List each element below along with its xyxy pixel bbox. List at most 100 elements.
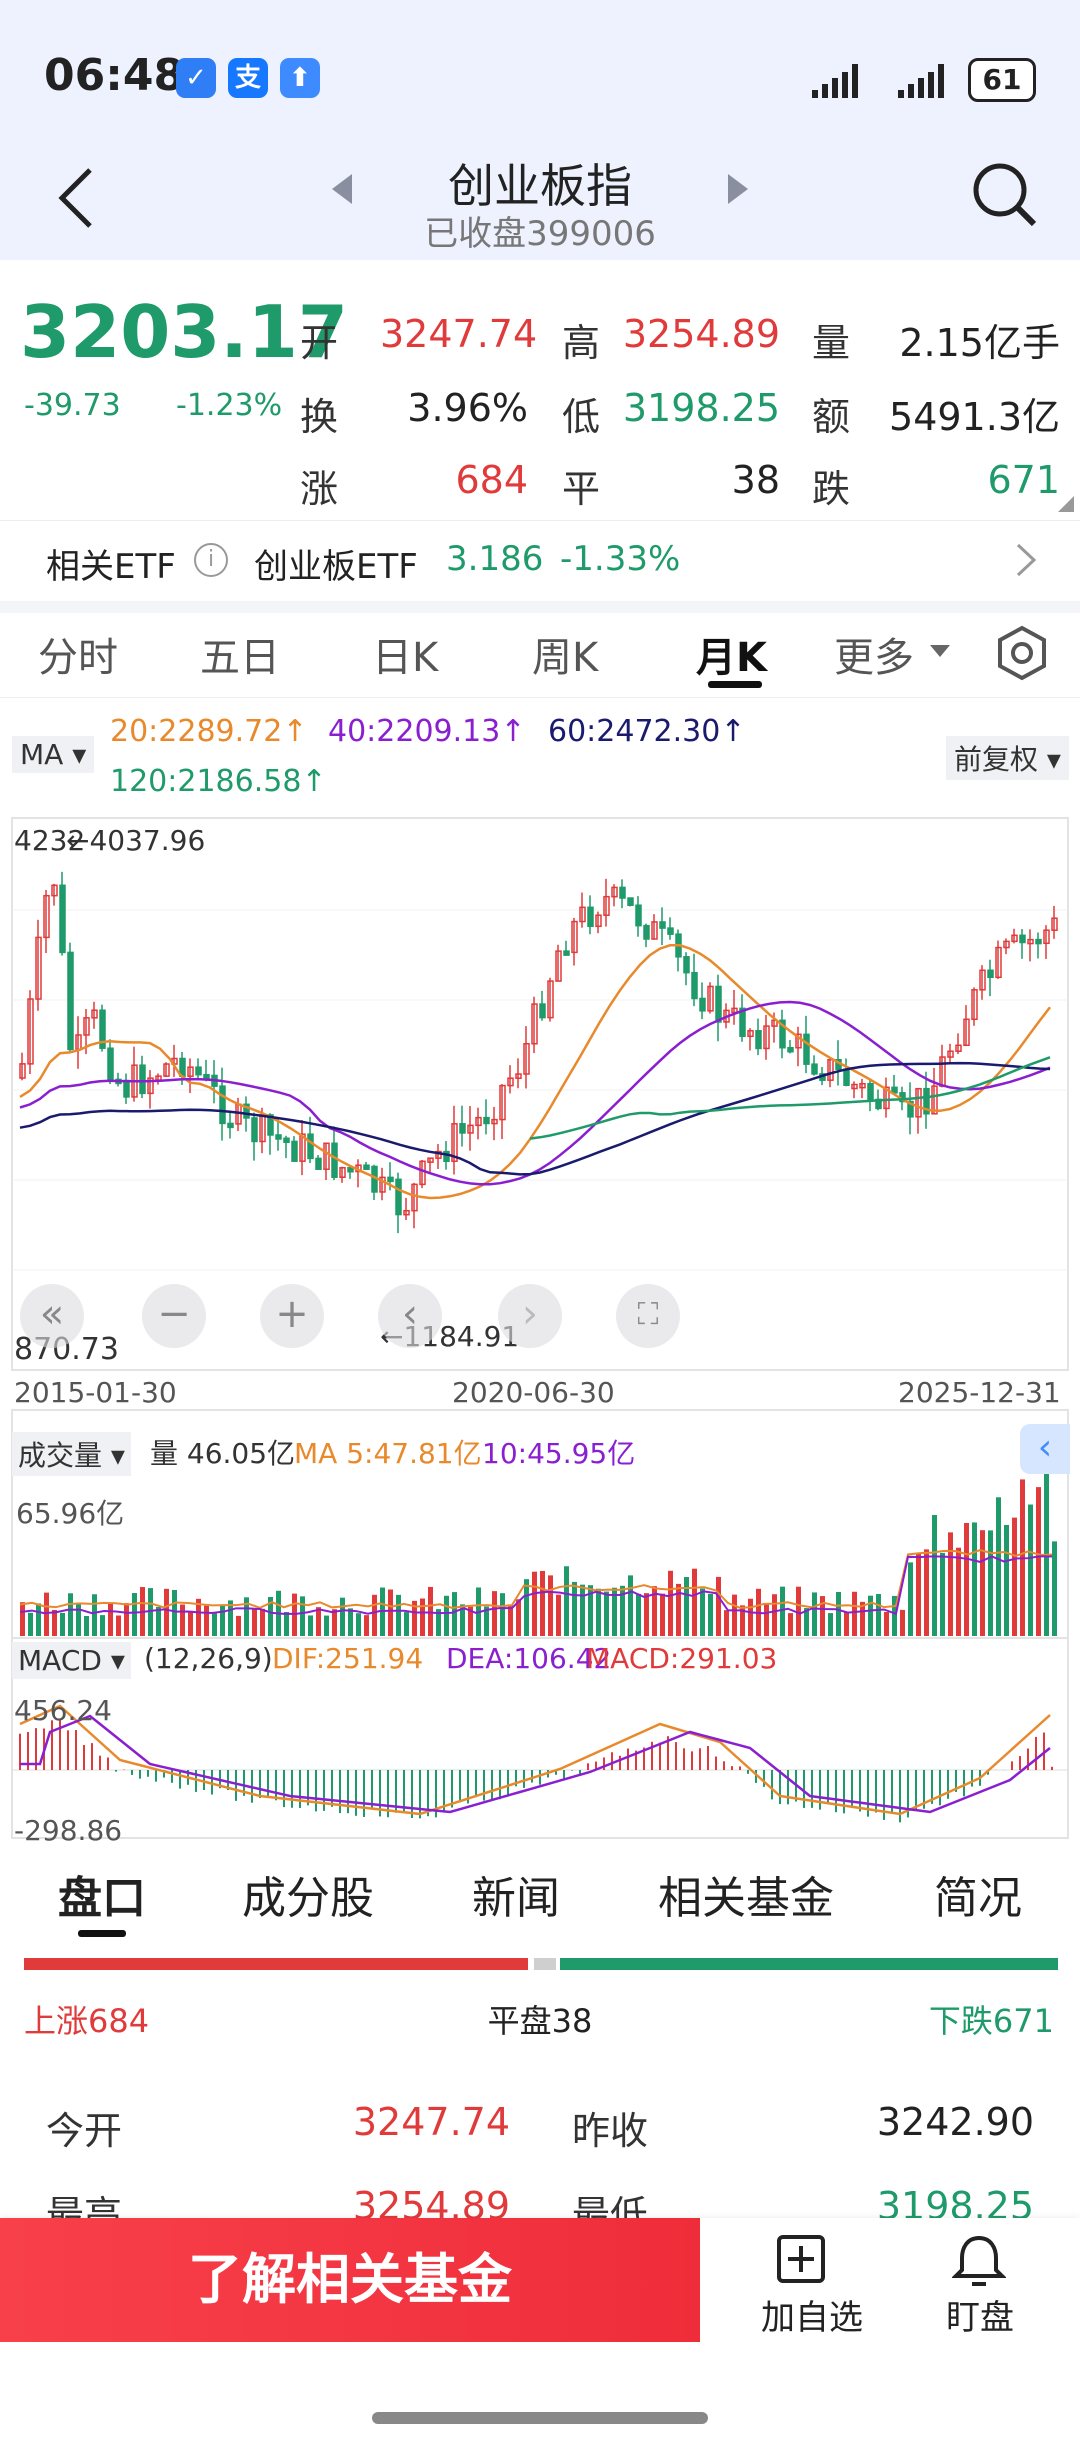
volume-bar xyxy=(388,1589,393,1636)
volume-bar xyxy=(652,1586,657,1636)
ma-legend: MA ▾ 20:2289.72↑ 40:2209.13↑ 60:2472.30↑… xyxy=(0,700,1080,810)
tab-more[interactable]: 更多 xyxy=(834,635,914,681)
candle-body xyxy=(451,1123,458,1162)
candle-body xyxy=(883,1086,890,1110)
candle-body xyxy=(915,1087,922,1118)
volume-bar xyxy=(636,1593,641,1636)
tab-monthly-k[interactable]: 月K xyxy=(696,635,767,681)
candle-body xyxy=(907,1100,914,1118)
volume-bar xyxy=(812,1592,817,1636)
candle-body xyxy=(931,1085,938,1115)
volume-bar xyxy=(844,1612,849,1636)
volume-bar xyxy=(460,1604,465,1636)
volume-bar xyxy=(508,1605,513,1636)
candle-body xyxy=(123,1079,130,1098)
breadth-flat-segment xyxy=(533,1958,556,1970)
volume-bar xyxy=(532,1571,537,1636)
volume-selector[interactable]: 成交量 ▾ xyxy=(12,1432,131,1476)
candle-body xyxy=(227,1122,234,1129)
tab-daily-k[interactable]: 日K xyxy=(372,635,439,681)
candle-body xyxy=(427,1157,434,1163)
ma-selector[interactable]: MA ▾ xyxy=(12,736,95,773)
volume-bar xyxy=(884,1611,889,1636)
related-etf-bar[interactable]: 相关ETF i 创业板ETF 3.186 -1.33% xyxy=(0,520,1080,613)
next-icon[interactable] xyxy=(726,172,750,206)
volume-bar xyxy=(228,1600,233,1636)
home-indicator[interactable] xyxy=(372,2412,708,2424)
ma20-value: 20:2289.72↑ xyxy=(110,714,308,749)
candle-body xyxy=(707,985,714,1012)
back-icon[interactable] xyxy=(52,166,102,230)
chart-area[interactable]: 4232 ←4037.96 ←1184.91 870.73 « − + ‹ › … xyxy=(0,810,1080,1850)
volume-bar xyxy=(788,1613,793,1636)
candle-body xyxy=(1035,938,1042,945)
volume-bar xyxy=(900,1609,905,1636)
candle-body xyxy=(635,904,642,927)
tab-weekly-k[interactable]: 周K xyxy=(532,635,599,681)
scroll-left-fast-button[interactable]: « xyxy=(20,1284,84,1348)
alipay-icon: 支 xyxy=(228,58,268,98)
candle-body xyxy=(163,1063,170,1077)
kline-high-label: ←4037.96 xyxy=(66,824,206,857)
volume-bar xyxy=(924,1549,929,1636)
stat-label: 额 xyxy=(812,395,851,439)
tab-intraday[interactable]: 分时 xyxy=(38,635,118,681)
volume-bar xyxy=(956,1547,961,1636)
volume-bar xyxy=(1012,1517,1017,1636)
candle-body xyxy=(691,971,698,1000)
learn-funds-button[interactable]: 了解相关基金 xyxy=(0,2218,700,2342)
candle-body xyxy=(379,1176,386,1193)
tab-constituents[interactable]: 成分股 xyxy=(242,1873,374,1924)
side-panel-toggle[interactable]: ‹ xyxy=(1020,1424,1070,1474)
fullscreen-button[interactable]: ⛶ xyxy=(616,1284,680,1348)
volume-bar xyxy=(420,1598,425,1636)
zoom-in-button[interactable]: + xyxy=(260,1284,324,1348)
volume-bar xyxy=(948,1532,953,1636)
zoom-out-button[interactable]: − xyxy=(142,1284,206,1348)
candle-body xyxy=(27,998,34,1065)
prev-icon[interactable] xyxy=(330,172,354,206)
volume-bar xyxy=(1044,1471,1049,1636)
tab-news[interactable]: 新闻 xyxy=(472,1873,560,1924)
candle-body xyxy=(515,1073,522,1079)
macd-dif: DIF:251.94 xyxy=(272,1642,424,1675)
settings-icon[interactable] xyxy=(994,625,1050,681)
volume-bar xyxy=(540,1570,545,1636)
scroll-left-button[interactable]: ‹ xyxy=(378,1284,442,1348)
kline-chart[interactable] xyxy=(0,810,1080,1850)
volume-bar xyxy=(252,1608,257,1636)
flat-count: 平盘38 xyxy=(487,2002,593,2040)
volume-bar xyxy=(52,1609,57,1636)
watch-button[interactable]: 盯盘 xyxy=(900,2218,1080,2342)
macd-axis-min: -298.86 xyxy=(14,1814,123,1847)
candle-body xyxy=(315,1157,322,1170)
chevron-right-icon xyxy=(1016,543,1037,577)
candle-body xyxy=(739,1007,746,1038)
expand-corner-icon[interactable] xyxy=(1056,494,1076,514)
adjust-selector[interactable]: 前复权 ▾ xyxy=(946,736,1069,780)
candle-body xyxy=(579,906,586,923)
header: 创业板指 已收盘399006 xyxy=(0,150,1080,260)
volume-bar xyxy=(468,1606,473,1636)
add-watchlist-button[interactable]: 加自选 xyxy=(700,2218,890,2342)
info-icon[interactable]: i xyxy=(194,543,228,577)
detail-tabs: 盘口 成分股 新闻 相关基金 简况 xyxy=(0,1850,1080,1950)
volume-bar xyxy=(868,1595,873,1636)
scroll-right-button[interactable]: › xyxy=(498,1284,562,1348)
macd-selector[interactable]: MACD ▾ xyxy=(12,1642,131,1679)
candle-body xyxy=(107,1047,114,1081)
tab-five-day[interactable]: 五日 xyxy=(200,635,280,681)
candle-body xyxy=(507,1077,514,1087)
volume-bar xyxy=(148,1588,153,1636)
macd-params: (12,26,9) xyxy=(144,1642,273,1675)
stat-label: 量 xyxy=(812,321,851,365)
tab-orderbook[interactable]: 盘口 xyxy=(58,1873,146,1924)
ma40-value: 40:2209.13↑ xyxy=(328,714,526,749)
volume-bar xyxy=(284,1611,289,1636)
search-icon[interactable] xyxy=(970,160,1040,230)
candle-body xyxy=(659,921,666,929)
candle-body xyxy=(435,1150,442,1159)
tab-profile[interactable]: 简况 xyxy=(934,1873,1022,1924)
tab-related-funds[interactable]: 相关基金 xyxy=(658,1873,834,1924)
volume-bar xyxy=(708,1594,713,1636)
